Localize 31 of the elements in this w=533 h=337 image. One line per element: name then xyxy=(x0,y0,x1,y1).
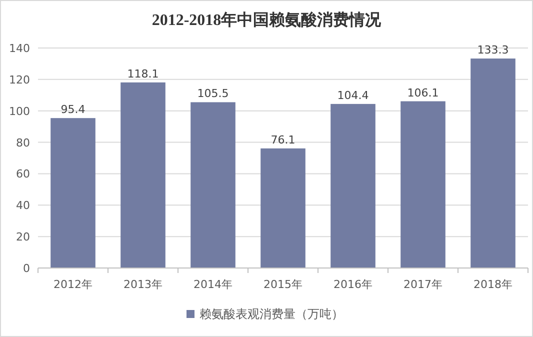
y-tick-label: 80 xyxy=(16,136,30,150)
bar xyxy=(470,58,516,268)
x-tick-label: 2018年 xyxy=(474,278,512,291)
y-tick-label: 40 xyxy=(16,199,30,212)
y-tick-label: 100 xyxy=(9,104,30,118)
x-tick-label: 2017年 xyxy=(404,278,442,291)
data-label: 105.5 xyxy=(197,87,229,100)
bar xyxy=(120,82,166,268)
bar xyxy=(190,102,236,268)
data-label: 104.4 xyxy=(337,88,369,102)
y-tick-label: 0 xyxy=(23,262,30,275)
data-label: 76.1 xyxy=(270,133,296,146)
bar xyxy=(50,118,96,268)
data-label: 95.4 xyxy=(60,103,86,116)
legend-label: 赖氨酸表观消费量（万吨） xyxy=(200,307,344,321)
x-tick-label: 2016年 xyxy=(334,278,372,291)
y-tick-label: 120 xyxy=(9,73,30,86)
bar xyxy=(400,101,446,268)
bar xyxy=(260,148,306,268)
x-tick-label: 2014年 xyxy=(194,278,232,291)
data-label: 133.3 xyxy=(477,44,509,57)
x-tick-label: 2013年 xyxy=(124,278,162,291)
y-tick-label: 20 xyxy=(16,230,30,244)
y-tick-label: 140 xyxy=(9,42,30,55)
y-tick-label: 60 xyxy=(16,168,30,181)
bar xyxy=(330,104,376,268)
x-tick-label: 2015年 xyxy=(264,278,302,291)
data-label: 106.1 xyxy=(407,86,439,100)
chart-title: 2012-2018年中国赖氨酸消费情况 xyxy=(152,11,382,29)
x-tick-label: 2012年 xyxy=(54,278,92,291)
data-label: 118.1 xyxy=(127,67,159,80)
